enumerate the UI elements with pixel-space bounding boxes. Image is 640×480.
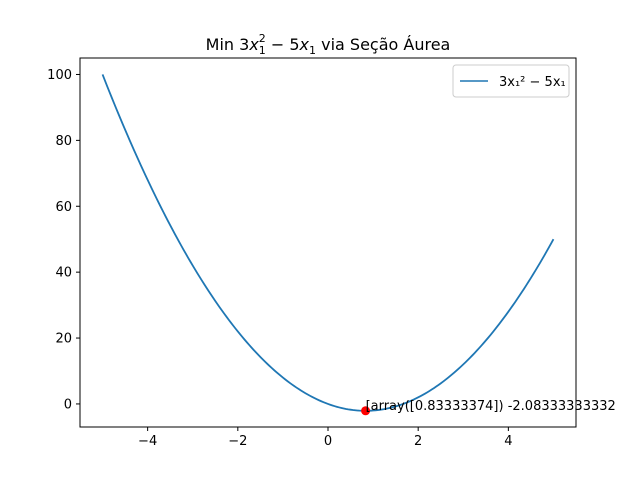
y-tick-label: 0: [64, 397, 72, 412]
x-tick-label: 4: [504, 434, 512, 449]
y-tick-label: 80: [55, 134, 72, 149]
series-line: [101, 74, 555, 412]
y-tick-label: 60: [55, 200, 72, 215]
legend: 3x₁² − 5x₁: [452, 64, 570, 98]
y-tick-label: 40: [55, 266, 72, 281]
minimum-point: [361, 406, 371, 416]
x-tick-label: −2: [228, 434, 247, 449]
x-tick-label: 0: [324, 434, 332, 449]
y-tick-label: 100: [47, 68, 72, 83]
plot-frame: [79, 57, 577, 428]
minimum-annotation: [array([0.83333374]) -2.08333333332: [366, 399, 616, 414]
legend-label: 3x₁² − 5x₁: [499, 75, 566, 90]
legend-box: [452, 64, 570, 98]
x-tick-label: −4: [138, 434, 157, 449]
chart-title: Min 3x12 − 5x1 via Seção Áurea: [206, 32, 451, 57]
x-tick-label: 2: [414, 434, 422, 449]
y-tick-label: 20: [55, 332, 72, 347]
